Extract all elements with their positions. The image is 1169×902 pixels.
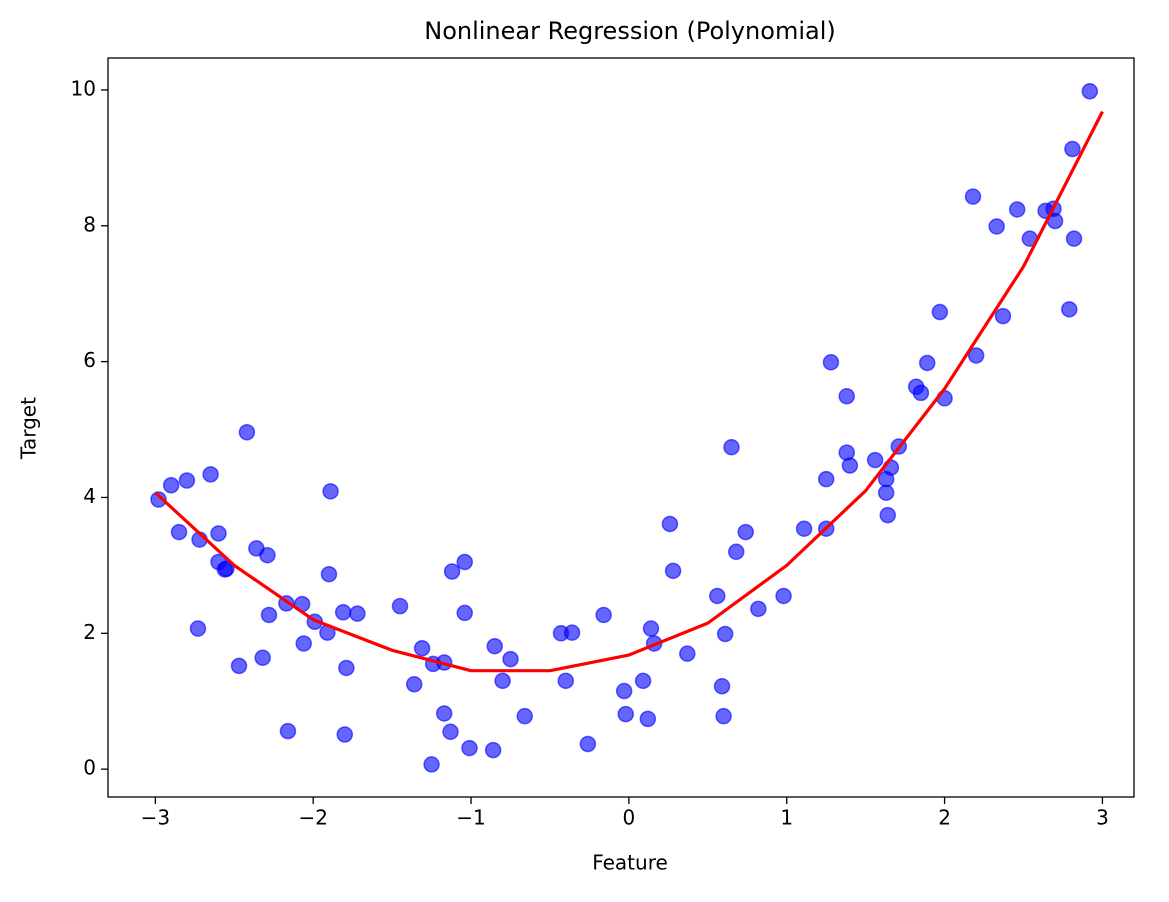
data-point (320, 565, 338, 583)
data-point (918, 354, 936, 372)
data-point (1008, 201, 1026, 218)
data-point (349, 605, 366, 622)
y-tick-label: 8 (83, 212, 96, 236)
data-point (723, 438, 740, 456)
data-point (170, 523, 188, 541)
data-point (838, 388, 855, 405)
x-tick-label: −2 (298, 806, 327, 830)
data-point (210, 525, 227, 542)
data-point (727, 543, 745, 561)
data-point (1065, 230, 1083, 247)
data-point (679, 645, 696, 662)
data-point (295, 635, 312, 652)
data-point (484, 741, 502, 759)
data-point (456, 553, 473, 571)
data-point (443, 563, 461, 580)
y-axis-label: Target (17, 397, 41, 460)
data-point (456, 604, 473, 622)
data-point (391, 597, 409, 615)
data-point (879, 506, 897, 524)
data-point (557, 672, 575, 690)
data-point (254, 649, 271, 667)
data-point (988, 218, 1005, 235)
data-point (634, 672, 652, 690)
x-tick-label: 3 (1096, 806, 1109, 830)
y-tick-label: 4 (83, 484, 96, 508)
y-tick-label: 0 (83, 756, 96, 780)
data-point (994, 307, 1012, 325)
data-point (841, 457, 859, 474)
data-point (931, 303, 949, 321)
data-point (579, 735, 597, 753)
data-point (661, 515, 679, 533)
data-point (178, 472, 196, 489)
data-point (413, 639, 431, 657)
data-point (964, 188, 982, 205)
data-point (617, 705, 634, 723)
x-axis-label: Feature (592, 851, 668, 875)
data-point (486, 637, 503, 655)
x-tick-label: −3 (141, 806, 170, 830)
data-point (1081, 83, 1099, 100)
data-point (795, 520, 813, 537)
data-point (967, 347, 985, 364)
data-point (615, 682, 633, 700)
data-point (642, 620, 660, 637)
data-point (162, 476, 180, 494)
y-tick-label: 6 (83, 348, 96, 372)
data-point (750, 600, 767, 618)
x-tick-label: 0 (623, 806, 636, 830)
data-point (1064, 140, 1081, 158)
data-point (664, 562, 682, 580)
data-point (461, 739, 478, 757)
data-point (912, 384, 930, 402)
data-point (202, 466, 219, 483)
data-point (494, 672, 511, 690)
data-point (442, 723, 459, 741)
data-point (218, 560, 235, 578)
fit-line (154, 110, 1104, 673)
data-point (866, 451, 884, 469)
data-point (713, 678, 731, 695)
data-point (639, 710, 657, 728)
data-point (877, 484, 895, 501)
data-point (516, 707, 533, 725)
data-point (260, 606, 278, 624)
data-point (563, 624, 581, 641)
data-point (230, 657, 248, 675)
plot-frame (107, 57, 1135, 798)
data-point (709, 587, 726, 605)
data-point (336, 726, 354, 743)
y-tick-label: 2 (83, 620, 96, 644)
y-tick-label: 10 (71, 76, 96, 100)
data-point (502, 650, 519, 668)
data-point (817, 470, 835, 488)
data-point (259, 546, 276, 564)
data-point (822, 354, 840, 371)
data-point (715, 707, 732, 725)
data-point (775, 587, 792, 605)
x-tick-label: 1 (780, 806, 793, 830)
data-point (150, 491, 167, 508)
data-point (595, 606, 612, 624)
data-point (737, 523, 754, 541)
data-point (423, 756, 440, 773)
data-point (279, 722, 297, 740)
data-point (405, 675, 423, 693)
data-point (238, 424, 256, 441)
data-point (334, 604, 352, 621)
data-point (322, 483, 339, 500)
chart-title: Nonlinear Regression (Polynomial) (424, 17, 835, 45)
data-point (716, 625, 734, 643)
data-point (189, 620, 207, 637)
data-point (1061, 301, 1078, 318)
x-tick-label: 2 (938, 806, 951, 830)
x-tick-label: −1 (456, 806, 485, 830)
data-point (435, 705, 453, 722)
data-point (338, 659, 355, 677)
